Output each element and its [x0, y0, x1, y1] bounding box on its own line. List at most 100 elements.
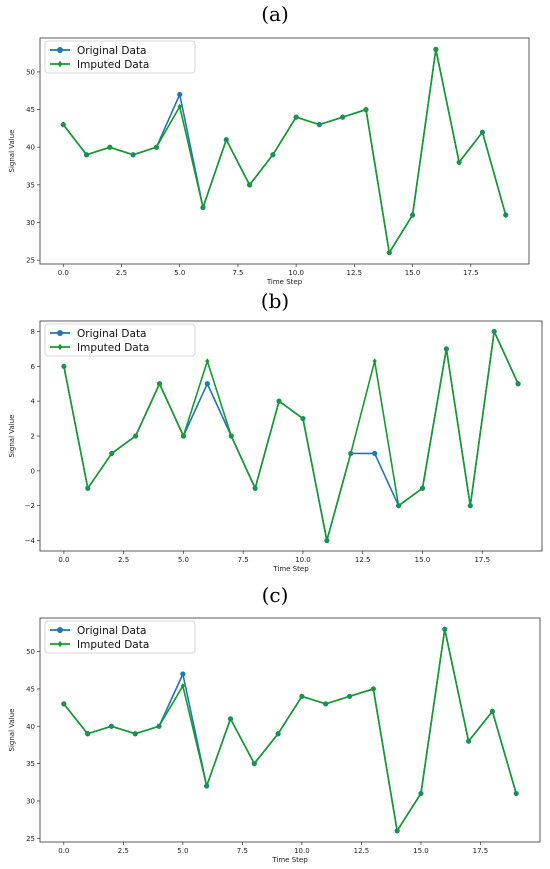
point-imputed [270, 151, 275, 158]
plot-frame [39, 617, 541, 843]
panel-label-b: (b) [260, 289, 290, 313]
point-imputed [229, 433, 234, 439]
point-imputed [442, 626, 447, 632]
point-imputed [85, 730, 90, 737]
y-tick-label: 35 [26, 181, 35, 189]
point-imputed [154, 144, 159, 151]
point-imputed [371, 686, 376, 692]
x-tick-label: 2.5 [118, 556, 129, 564]
chart-c: 0.0 2.5 5.0 7.5 10.0 12.5 15.0 17.5 25 30 35 40 45 50… [8, 617, 541, 864]
legend-label: Original Data [77, 45, 147, 57]
y-tick-label: 4 [31, 398, 36, 406]
x-tick-label: 7.5 [238, 556, 249, 564]
y-tick-label: 8 [31, 328, 35, 336]
point-original [204, 381, 210, 387]
chart-b: 0.0 2.5 5.0 7.5 10.0 12.5 15.0 17.5 −4 −2 0 2 4 6 8 Tim… [8, 320, 543, 573]
y-tick-label: 45 [26, 106, 35, 114]
plot-frame [39, 320, 543, 552]
x-tick-label: 17.5 [473, 847, 489, 855]
point-imputed [490, 708, 495, 715]
point-imputed [253, 485, 258, 492]
point-original [177, 91, 183, 98]
legend-label: Original Data [77, 328, 147, 340]
series-line-imputed [63, 330, 519, 542]
y-axis-title: Signal Value [8, 709, 16, 752]
panel-label-a: (a) [261, 2, 289, 26]
point-original [372, 450, 378, 457]
x-tick-label: 10.0 [295, 556, 311, 564]
legend-marker-original [57, 330, 63, 336]
y-tick-label: 25 [26, 835, 35, 843]
point-imputed [515, 380, 521, 387]
x-tick-label: 7.5 [237, 847, 248, 855]
point-imputed [276, 398, 282, 404]
point-imputed [347, 693, 352, 700]
x-tick-label: 15.0 [405, 269, 421, 277]
point-imputed [228, 716, 233, 722]
x-tick-label: 10.0 [288, 269, 304, 277]
point-imputed [181, 433, 186, 439]
point-imputed [177, 103, 182, 110]
y-tick-label: 35 [26, 760, 35, 768]
point-imputed [503, 212, 508, 218]
y-tick-label: 30 [26, 219, 35, 227]
x-tick-label: 5.0 [174, 269, 185, 277]
point-imputed [85, 485, 90, 492]
y-axis-title: Signal Value [8, 130, 16, 173]
legend-marker-imputed [57, 60, 63, 68]
x-tick-label: 12.5 [355, 556, 371, 564]
point-original [180, 671, 186, 677]
y-tick-label: 50 [26, 68, 35, 76]
point-imputed [468, 502, 473, 509]
point-imputed [84, 151, 89, 158]
point-imputed [252, 760, 257, 767]
point-imputed [109, 450, 114, 457]
point-imputed [433, 46, 438, 53]
legend-marker-original [57, 627, 63, 633]
legend-label: Imputed Data [77, 59, 149, 71]
legend-box [44, 323, 196, 357]
point-imputed [275, 730, 281, 737]
point-imputed [395, 828, 400, 834]
point-imputed [410, 212, 415, 218]
x-tick-label: 12.5 [347, 269, 363, 277]
legend-box [44, 620, 196, 654]
x-tick-label: 15.0 [413, 847, 429, 855]
legend-label: Imputed Data [77, 342, 149, 354]
point-imputed [247, 182, 252, 188]
series-line-imputed [62, 48, 507, 254]
point-imputed [156, 723, 162, 730]
series-line-imputed [63, 628, 517, 832]
point-imputed [340, 114, 345, 120]
y-tick-label: 2 [31, 433, 35, 441]
point-imputed [324, 537, 329, 544]
x-tick-label: 0.0 [58, 847, 69, 855]
y-tick-label: −2 [25, 502, 35, 510]
legend-box [44, 40, 196, 74]
point-imputed [133, 433, 138, 439]
x-axis-title: Time Step [271, 856, 308, 864]
y-tick-label: 30 [26, 797, 35, 805]
point-imputed [294, 114, 299, 120]
y-tick-label: 40 [26, 144, 35, 152]
y-tick-label: 0 [31, 467, 35, 475]
panel-label-c: (c) [261, 583, 289, 607]
x-tick-label: 2.5 [118, 847, 129, 855]
legend-label: Imputed Data [77, 639, 149, 651]
point-imputed [109, 723, 114, 730]
y-tick-label: −4 [25, 537, 36, 545]
point-imputed [466, 738, 471, 744]
legend-marker-imputed [57, 343, 63, 351]
x-tick-label: 10.0 [294, 847, 310, 855]
point-imputed [420, 485, 425, 492]
legend-label: Original Data [77, 625, 147, 637]
point-imputed [131, 151, 136, 158]
point-imputed [444, 346, 449, 352]
y-axis-title: Signal Value [8, 415, 16, 458]
x-tick-label: 0.0 [58, 556, 69, 564]
x-tick-label: 15.0 [415, 556, 431, 564]
legend-marker-imputed [57, 640, 63, 648]
point-imputed [323, 701, 328, 707]
point-imputed [348, 450, 353, 457]
legend-marker-original [57, 47, 63, 53]
